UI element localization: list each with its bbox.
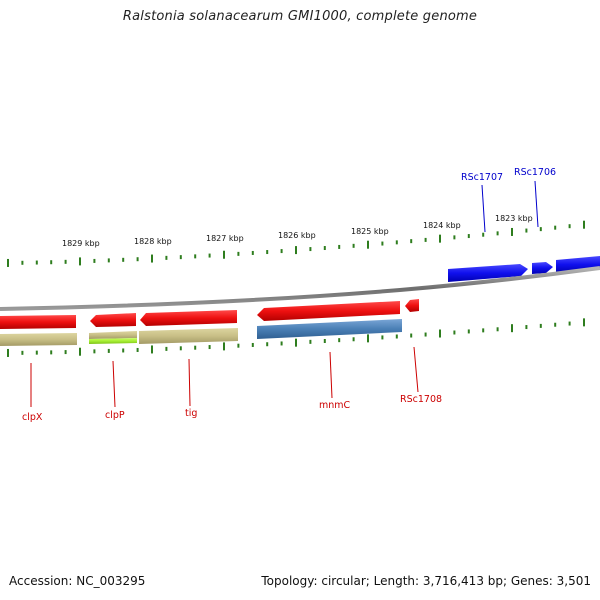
leader-RSc1707 — [481, 184, 486, 233]
scale-label-1825: 1825 kbp — [351, 227, 389, 236]
gene-arrow-tig[interactable] — [140, 310, 237, 326]
inner-tick-marks — [7, 318, 585, 357]
gene-label-clpX[interactable]: clpX — [22, 412, 43, 423]
genome-backbone — [0, 266, 600, 311]
scale-label-1824: 1824 kbp — [423, 221, 461, 230]
leader-RSc1708 — [413, 346, 419, 393]
gene-arrow-RSc1708[interactable] — [405, 299, 419, 312]
cds-clpP[interactable] — [89, 331, 137, 339]
scale-label-1829: 1829 kbp — [62, 239, 100, 248]
gene-label-clpP[interactable]: clpP — [105, 410, 125, 421]
leader-RSc1706 — [534, 180, 539, 228]
gene-arrow-clpP[interactable] — [90, 313, 136, 327]
cds-mnmC[interactable] — [257, 319, 402, 339]
forward-strand-track — [448, 256, 600, 282]
gene-label-RSc1706[interactable]: RSc1706 — [514, 167, 556, 178]
cds-track — [0, 319, 402, 346]
map-title: Ralstonia solanacearum GMI1000, complete… — [122, 9, 478, 24]
genome-summary-text: Topology: circular; Length: 3,716,413 bp… — [261, 574, 591, 588]
outer-tick-marks — [7, 220, 585, 267]
scale-label-1827: 1827 kbp — [206, 234, 244, 243]
scale-label-1826: 1826 kbp — [278, 231, 316, 240]
accession-text: Accession: NC_003295 — [9, 574, 146, 588]
gene-label-mnmC[interactable]: mnmC — [319, 400, 351, 411]
gene-label-tig[interactable]: tig — [185, 408, 197, 419]
gene-arrow-mnmC[interactable] — [257, 301, 400, 321]
gene-arrow-clpX[interactable] — [0, 315, 76, 329]
leader-clpP — [112, 360, 116, 408]
cds-clpX[interactable] — [0, 333, 77, 346]
scale-label-1823: 1823 kbp — [495, 214, 533, 223]
cds-tig[interactable] — [139, 328, 238, 344]
label-leader-lines — [30, 180, 539, 408]
gene-arrow-RSc1707[interactable] — [448, 264, 528, 282]
scale-label-1828: 1828 kbp — [134, 237, 172, 246]
gene-label-RSc1707[interactable]: RSc1707 — [461, 172, 503, 183]
gene-arrow-RSc1706[interactable] — [532, 262, 553, 274]
cds-clpP-lime[interactable] — [89, 338, 137, 344]
scale-labels: 1829 kbp 1828 kbp 1827 kbp 1826 kbp 1825… — [62, 214, 533, 248]
leader-tig — [188, 358, 191, 407]
gene-labels: RSc1707 RSc1706 clpX clpP tig mnmC RSc17… — [22, 167, 556, 423]
reverse-strand-track — [0, 299, 419, 329]
gene-label-RSc1708[interactable]: RSc1708 — [400, 394, 442, 405]
leader-mnmC — [329, 351, 333, 399]
